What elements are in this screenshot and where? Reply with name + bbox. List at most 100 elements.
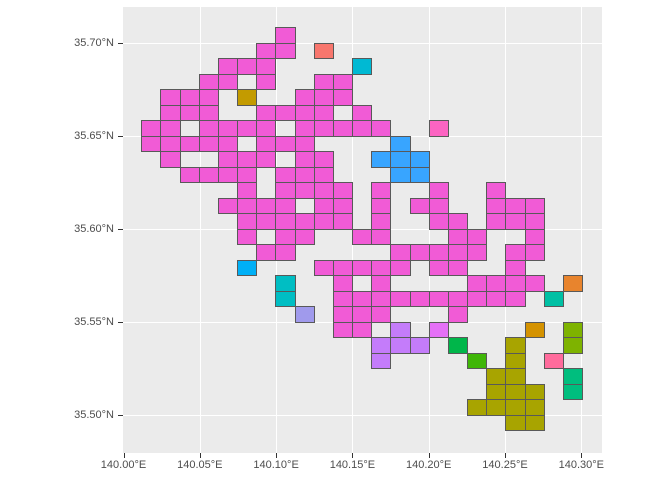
x-gridline <box>199 7 201 453</box>
mesh-tile <box>524 228 545 246</box>
mesh-tile <box>275 228 296 246</box>
mesh-tile <box>332 213 354 230</box>
mesh-tile <box>313 151 334 168</box>
mesh-tile <box>428 244 449 261</box>
mesh-tile <box>371 182 392 199</box>
mesh-tile <box>467 275 488 292</box>
mesh-tile <box>352 321 373 339</box>
x-tick-mark <box>352 453 354 458</box>
mesh-tile <box>256 120 277 137</box>
mesh-tile <box>409 197 430 215</box>
mesh-tile <box>486 368 507 385</box>
mesh-tile <box>486 399 507 416</box>
x-tick-label: 140.25°E <box>482 459 528 471</box>
mesh-tile <box>198 166 219 184</box>
mesh-tile <box>390 135 411 153</box>
mesh-tile <box>256 73 277 91</box>
mesh-tile <box>217 58 239 75</box>
mesh-tile <box>313 213 334 230</box>
mesh-tile <box>313 73 334 91</box>
mesh-tile <box>428 182 449 199</box>
mesh-tile <box>409 337 430 354</box>
mesh-tile <box>467 399 488 416</box>
mesh-tile <box>198 135 219 153</box>
mesh-tile <box>160 135 181 153</box>
mesh-tile <box>409 290 430 308</box>
mesh-tile <box>505 399 526 416</box>
y-tick-label: 35.55°N <box>74 315 114 328</box>
x-tick-label: 140.15°E <box>329 459 376 471</box>
mesh-tile <box>562 321 584 339</box>
mesh-tile <box>294 151 315 168</box>
mesh-tile <box>256 213 277 230</box>
mesh-tile <box>294 166 315 184</box>
mesh-tile <box>447 306 469 323</box>
mesh-tile <box>371 197 392 215</box>
mesh-tile <box>505 244 526 261</box>
mesh-tile <box>332 120 354 137</box>
mesh-tile <box>486 213 507 230</box>
mesh-tile <box>237 151 258 168</box>
mesh-tile <box>371 337 392 354</box>
x-tick-mark <box>581 453 583 458</box>
mesh-tile <box>447 290 469 308</box>
mesh-tile <box>524 275 545 292</box>
x-gridline <box>505 7 506 453</box>
y-tick-mark <box>118 42 123 44</box>
mesh-tile <box>352 228 373 246</box>
mesh-tile <box>409 166 430 184</box>
mesh-tile <box>179 104 200 122</box>
mesh-tile <box>371 228 392 246</box>
mesh-tile <box>332 306 354 323</box>
mesh-tile <box>217 197 239 215</box>
mesh-tile <box>467 290 488 308</box>
mesh-tile <box>562 383 584 401</box>
mesh-tile <box>275 182 296 199</box>
mesh-tile <box>486 197 507 215</box>
mesh-tile <box>447 213 469 230</box>
y-tick-mark <box>118 321 123 323</box>
x-tick-label: 140.10°E <box>253 459 299 471</box>
mesh-tile <box>467 244 488 261</box>
mesh-tile <box>313 120 334 137</box>
mesh-tile <box>371 120 392 137</box>
mesh-tile <box>428 259 449 277</box>
mesh-tile <box>275 42 296 60</box>
mesh-tile <box>294 135 315 153</box>
mesh-tile <box>275 197 296 215</box>
mesh-tile <box>179 89 200 106</box>
mesh-tile <box>428 197 449 215</box>
mesh-tile <box>217 166 239 184</box>
mesh-tile <box>543 352 564 370</box>
mesh-tile <box>237 213 258 230</box>
mesh-tile <box>505 275 526 292</box>
mesh-tile <box>505 337 526 354</box>
mesh-tile <box>390 151 411 168</box>
mesh-tile <box>524 414 545 432</box>
mesh-tile <box>237 58 258 75</box>
mesh-tile <box>505 383 526 401</box>
mesh-tile <box>352 259 373 277</box>
mesh-tile <box>275 27 296 44</box>
mesh-tile <box>198 104 219 122</box>
mesh-tile <box>390 166 411 184</box>
mesh-tile <box>352 306 373 323</box>
mesh-tile <box>160 120 181 137</box>
mesh-tile <box>237 228 258 246</box>
mesh-tile <box>275 104 296 122</box>
mesh-tile <box>352 104 373 122</box>
mesh-tile <box>428 321 449 339</box>
mesh-tile <box>179 166 200 184</box>
mesh-tile <box>313 197 334 215</box>
mesh-tile <box>332 73 354 91</box>
mesh-tile <box>505 259 526 277</box>
mesh-tile <box>332 182 354 199</box>
mesh-tile <box>313 182 334 199</box>
y-tick-mark <box>118 135 123 137</box>
mesh-tile <box>217 73 239 91</box>
mesh-tile <box>294 89 315 106</box>
mesh-tile <box>505 213 526 230</box>
mesh-tile <box>256 104 277 122</box>
mesh-tile <box>524 197 545 215</box>
